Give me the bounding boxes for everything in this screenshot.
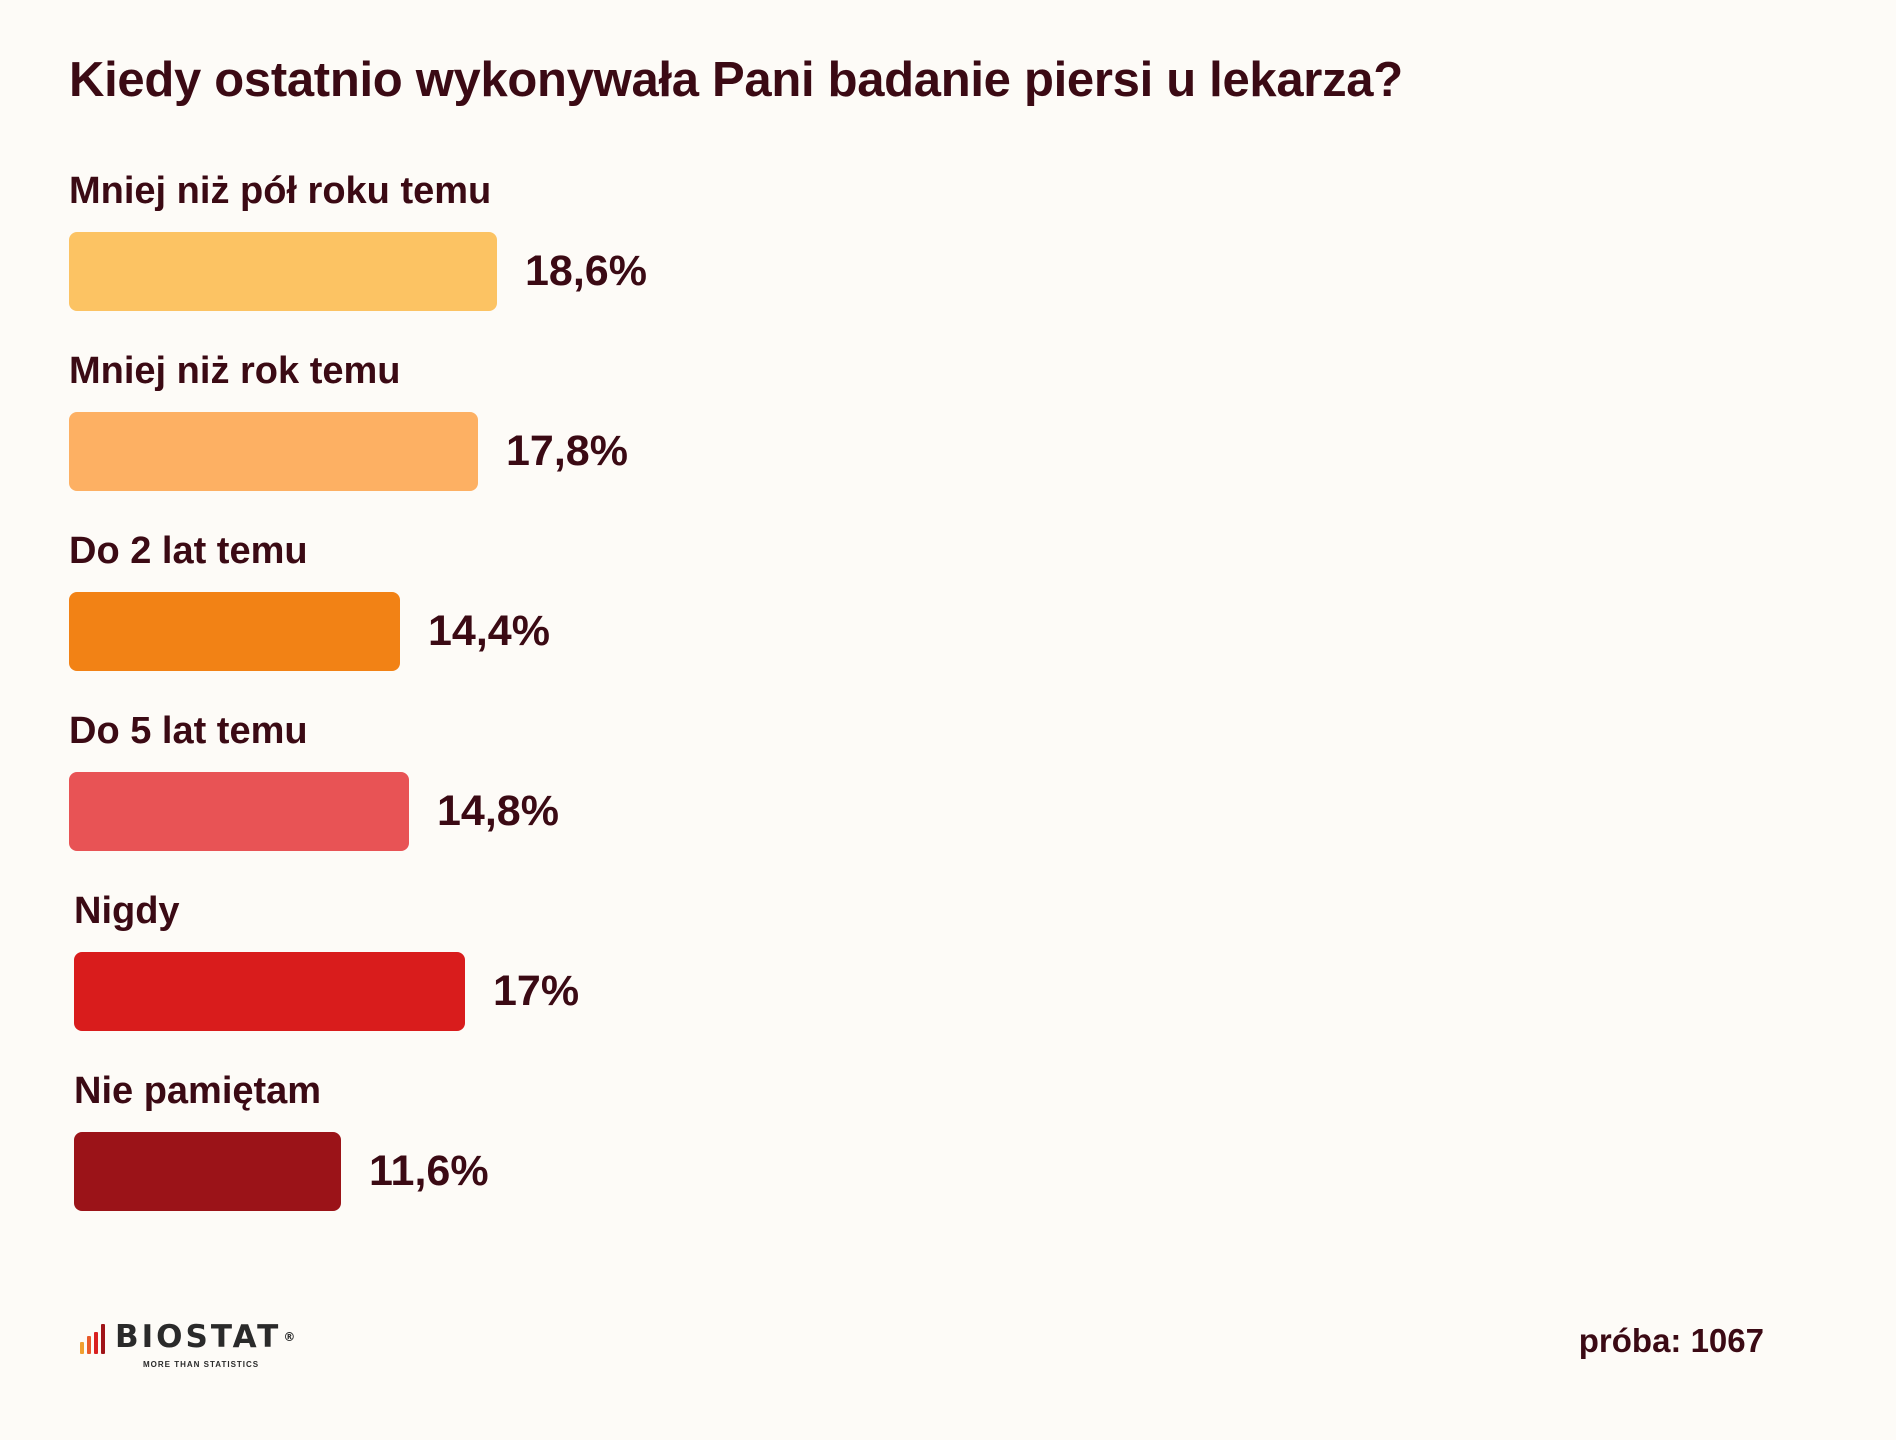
bar-chart-logo-icon [80, 1324, 105, 1354]
bar [69, 772, 409, 851]
category-label: Mniej niż rok temu [69, 350, 401, 392]
logo-tagline: MORE THAN STATISTICS [143, 1360, 260, 1369]
logo-mark-bar [94, 1332, 98, 1354]
logo-mark-bar [80, 1342, 84, 1354]
bar [74, 952, 465, 1031]
bar [74, 1132, 341, 1211]
category-label: Mniej niż pół roku temu [69, 170, 492, 212]
category-label: Nie pamiętam [74, 1070, 322, 1112]
value-label: 11,6% [369, 1147, 489, 1195]
value-label: 14,8% [437, 787, 559, 835]
logo-mark-bar [101, 1324, 105, 1354]
bar [69, 412, 478, 491]
category-label: Nigdy [74, 890, 180, 932]
chart-title: Kiedy ostatnio wykonywała Pani badanie p… [69, 53, 1403, 107]
value-label: 17,8% [506, 427, 628, 475]
bar-chart: Mniej niż pół roku temu 18,6% Mniej niż ro… [69, 170, 647, 1211]
bar [69, 232, 497, 311]
bar [69, 592, 400, 671]
biostat-logo: BIOSTAT ® MORE THAN STATISTICS [80, 1320, 298, 1370]
category-label: Do 2 lat temu [69, 530, 308, 572]
sample-size: próba: 1067 [1578, 1322, 1764, 1359]
value-label: 18,6% [525, 247, 647, 295]
value-label: 14,4% [428, 607, 550, 655]
logo-mark-bar [87, 1336, 91, 1354]
logo-registered-mark: ® [283, 1330, 299, 1344]
logo-name: BIOSTAT [115, 1319, 282, 1355]
value-label: 17% [493, 967, 580, 1015]
category-label: Do 5 lat temu [69, 710, 308, 752]
